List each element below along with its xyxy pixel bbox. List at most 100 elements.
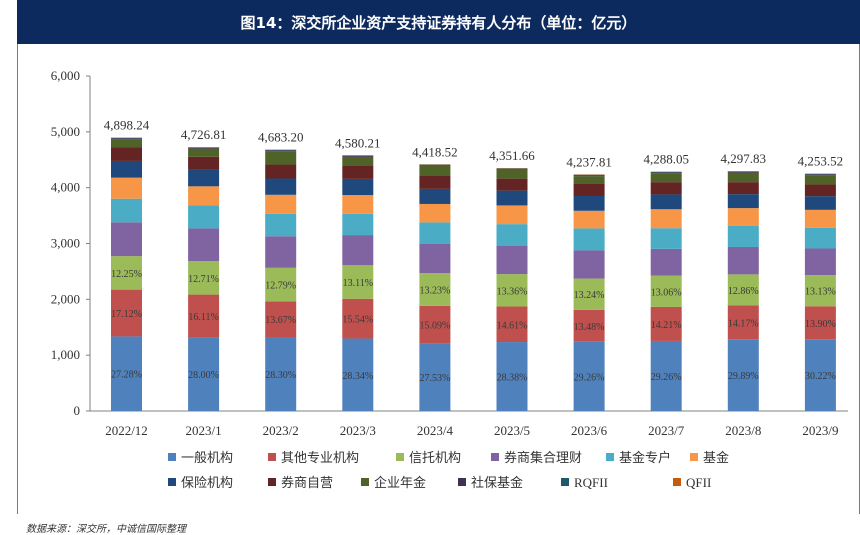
bar-segment [188,148,219,149]
bar-segment [574,228,605,250]
bar-segment [265,179,296,195]
bar-segment [265,195,296,214]
bar-segment [419,222,450,243]
bar-segment [574,175,605,176]
bar-segment [188,170,219,187]
bar-segment [728,173,759,182]
legend-label: 信托机构 [409,451,461,466]
y-tick-label: 2,000 [51,291,80,306]
bar-segment [497,205,528,224]
legend-swatch [606,453,614,461]
legend-swatch [361,478,369,486]
data-label: 13.67% [265,315,296,326]
legend-swatch [458,478,466,486]
bar-segment [419,166,450,175]
data-label: 28.38% [497,373,528,384]
bar-segment [574,250,605,278]
total-label: 4,580.21 [335,135,381,150]
data-label: 14.21% [651,320,682,331]
x-tick-label: 2023/9 [802,423,838,438]
data-label: 13.06% [651,287,682,298]
legend-label: QFII [686,475,711,490]
bar-segment [111,199,142,223]
legend-label: 基金专户 [619,450,671,466]
bar-segment [805,210,836,228]
bar-segment [805,196,836,210]
bar-segment [111,139,142,147]
bar-segment [265,236,296,268]
data-label: 13.24% [574,290,605,301]
bar-segment [497,170,528,179]
bar-segment [805,174,836,175]
bar-segment [651,182,682,194]
data-label: 16.11% [188,312,218,323]
source-note: 数据来源：深交所，中诚信国际整理 [26,520,186,535]
bar-segment [265,165,296,179]
data-label: 28.30% [265,370,296,381]
bar-segment [728,247,759,274]
bar-segment [805,228,836,249]
legend-label: 企业年金 [374,475,426,491]
legend-swatch [268,453,276,461]
x-tick-label: 2022/12 [105,423,148,438]
data-label: 12.79% [265,281,296,292]
data-label: 12.25% [111,269,142,280]
bar-segment [728,194,759,208]
bar-segment [419,244,450,274]
bar-segment [188,228,219,261]
x-tick-label: 2023/5 [494,423,530,438]
bar-segment [188,157,219,170]
legend-label: 其他专业机构 [281,451,359,466]
bar-segment [651,228,682,249]
legend-swatch [561,478,569,486]
total-label: 4,683.20 [258,130,304,145]
total-label: 4,351.66 [489,148,535,163]
total-label: 4,297.83 [721,151,767,166]
bar-segment [265,150,296,151]
bar-segment [497,224,528,245]
total-label: 4,898.24 [104,118,150,133]
total-label: 4,288.05 [643,152,689,167]
bar-segment [419,204,450,222]
bar-segment [342,165,373,179]
bar-segment [651,209,682,228]
total-label: 4,418.52 [412,144,458,159]
bar-segment [188,186,219,205]
bar-segment [188,149,219,157]
x-tick-label: 2023/1 [186,423,222,438]
data-label: 13.36% [497,286,528,297]
bar-segment [728,226,759,247]
legend-label: RQFII [574,475,608,490]
data-label: 14.17% [728,318,759,329]
legend-swatch [690,453,698,461]
data-label: 13.23% [419,286,450,297]
bar-segment [805,184,836,196]
data-label: 14.61% [497,320,528,331]
data-label: 15.09% [419,320,450,331]
x-tick-label: 2023/2 [263,423,299,438]
y-tick-label: 3,000 [51,236,80,251]
bar-segment [574,196,605,211]
legend-swatch [168,453,176,461]
bar-segment [728,172,759,173]
total-label: 4,237.81 [566,154,612,169]
bar-segment [805,175,836,184]
data-label: 30.22% [805,371,836,382]
bar-segment [265,151,296,164]
y-tick-label: 6,000 [51,68,80,83]
data-label: 15.54% [342,315,373,326]
bar-segment [497,191,528,206]
bar-segment [651,173,682,182]
bar-segment [342,156,373,157]
legend-label: 基金 [703,450,729,466]
chart-title: 图14：深交所企业资产支持证券持有人分布（单位：亿元） [17,0,860,44]
bar-segment [651,249,682,276]
data-label: 17.12% [111,309,142,320]
total-label: 4,253.52 [798,154,844,169]
x-tick-label: 2023/4 [417,423,454,438]
data-label: 12.86% [728,286,759,297]
y-tick-label: 0 [74,403,81,418]
data-label: 28.34% [342,371,373,382]
data-label: 13.13% [805,287,836,298]
